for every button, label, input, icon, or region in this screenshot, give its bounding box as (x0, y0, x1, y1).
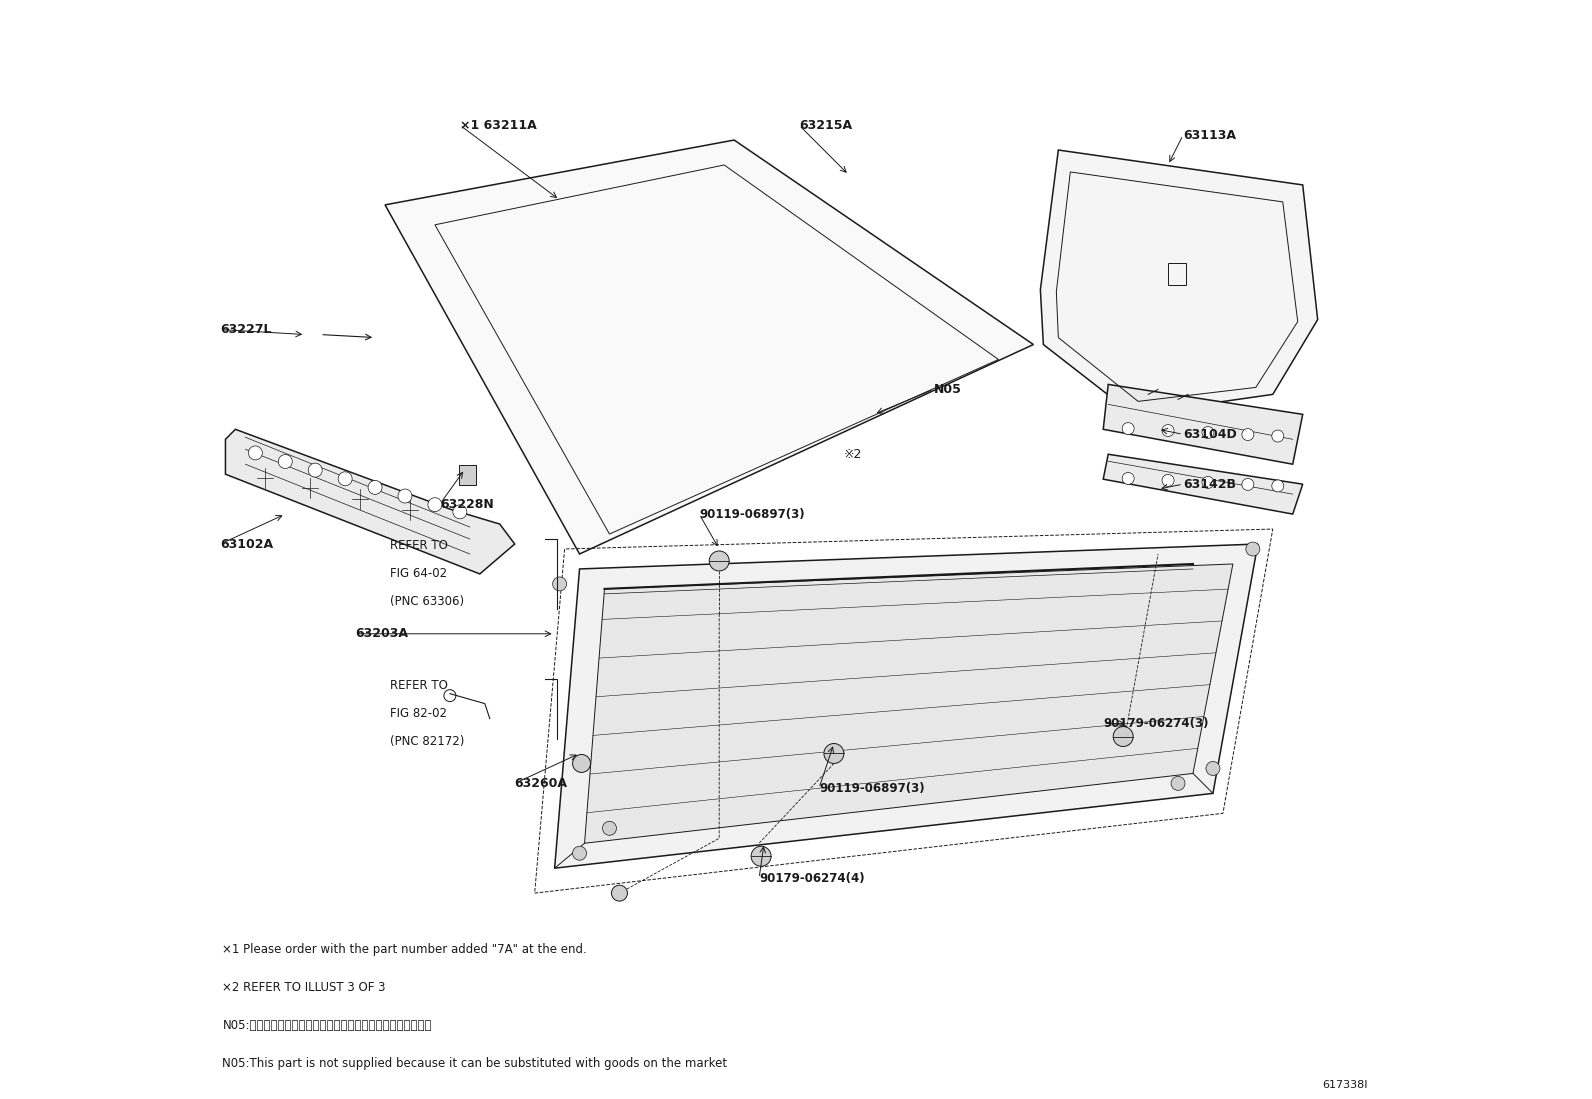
FancyBboxPatch shape (458, 465, 476, 485)
Text: 90119-06897(3): 90119-06897(3) (818, 781, 925, 795)
Circle shape (279, 455, 293, 468)
Text: ×1 63211A: ×1 63211A (460, 119, 537, 132)
Polygon shape (584, 564, 1232, 843)
Circle shape (1162, 475, 1173, 487)
Polygon shape (1103, 385, 1302, 464)
Text: 63142B: 63142B (1183, 478, 1235, 490)
Text: N05:この部品は、市販品で対応できるため、補給していません: N05:この部品は、市販品で対応できるため、補給していません (223, 1019, 431, 1032)
Circle shape (309, 463, 322, 477)
Circle shape (825, 744, 844, 764)
Polygon shape (554, 544, 1258, 868)
Circle shape (751, 846, 771, 866)
Circle shape (1202, 426, 1215, 439)
Circle shape (452, 504, 466, 519)
Circle shape (573, 846, 586, 861)
Circle shape (1113, 726, 1134, 746)
Text: FIG 82-02: FIG 82-02 (390, 707, 447, 720)
Circle shape (1272, 430, 1283, 442)
Circle shape (611, 885, 627, 901)
Polygon shape (1103, 454, 1302, 514)
Circle shape (338, 471, 352, 486)
Circle shape (368, 480, 382, 495)
Polygon shape (1041, 149, 1318, 414)
Text: (PNC 82172): (PNC 82172) (390, 734, 465, 747)
Circle shape (1202, 477, 1215, 488)
Circle shape (552, 577, 567, 591)
Circle shape (1242, 478, 1254, 490)
Text: 63102A: 63102A (220, 537, 274, 551)
Text: FIG 64-02: FIG 64-02 (390, 567, 447, 580)
Circle shape (708, 551, 729, 571)
Text: 90179-06274(4): 90179-06274(4) (759, 872, 864, 885)
Text: 63228N: 63228N (439, 498, 494, 511)
Text: REFER TO: REFER TO (390, 679, 447, 691)
Circle shape (1122, 473, 1134, 485)
Text: (PNC 63306): (PNC 63306) (390, 595, 465, 608)
Circle shape (573, 755, 591, 773)
Text: N05:This part is not supplied because it can be substituted with goods on the ma: N05:This part is not supplied because it… (223, 1057, 728, 1069)
Circle shape (1162, 424, 1173, 436)
Circle shape (428, 498, 443, 512)
Text: 617338I: 617338I (1321, 1079, 1368, 1089)
Circle shape (602, 821, 616, 835)
Circle shape (1122, 423, 1134, 434)
Circle shape (398, 489, 412, 503)
Circle shape (1207, 762, 1219, 776)
Text: 90179-06274(3): 90179-06274(3) (1103, 717, 1208, 730)
Text: 63215A: 63215A (799, 119, 852, 132)
Text: ×2 REFER TO ILLUST 3 OF 3: ×2 REFER TO ILLUST 3 OF 3 (223, 981, 385, 993)
Bar (1169, 263, 1186, 285)
Polygon shape (226, 430, 514, 574)
Circle shape (1172, 776, 1184, 790)
Circle shape (1272, 480, 1283, 492)
Text: 63260A: 63260A (514, 777, 568, 790)
Circle shape (248, 446, 263, 459)
Text: ×1 Please order with the part number added "7A" at the end.: ×1 Please order with the part number add… (223, 943, 587, 956)
Text: 63203A: 63203A (355, 628, 408, 641)
Polygon shape (385, 140, 1033, 554)
Text: N05: N05 (933, 382, 962, 396)
Circle shape (1247, 542, 1259, 556)
Text: 63104D: 63104D (1183, 428, 1237, 441)
Text: 90119-06897(3): 90119-06897(3) (699, 508, 806, 521)
Text: ※2: ※2 (844, 447, 863, 460)
Text: REFER TO: REFER TO (390, 539, 447, 552)
Text: 63113A: 63113A (1183, 129, 1235, 142)
Text: 63227L: 63227L (220, 323, 272, 336)
Circle shape (1242, 429, 1254, 441)
